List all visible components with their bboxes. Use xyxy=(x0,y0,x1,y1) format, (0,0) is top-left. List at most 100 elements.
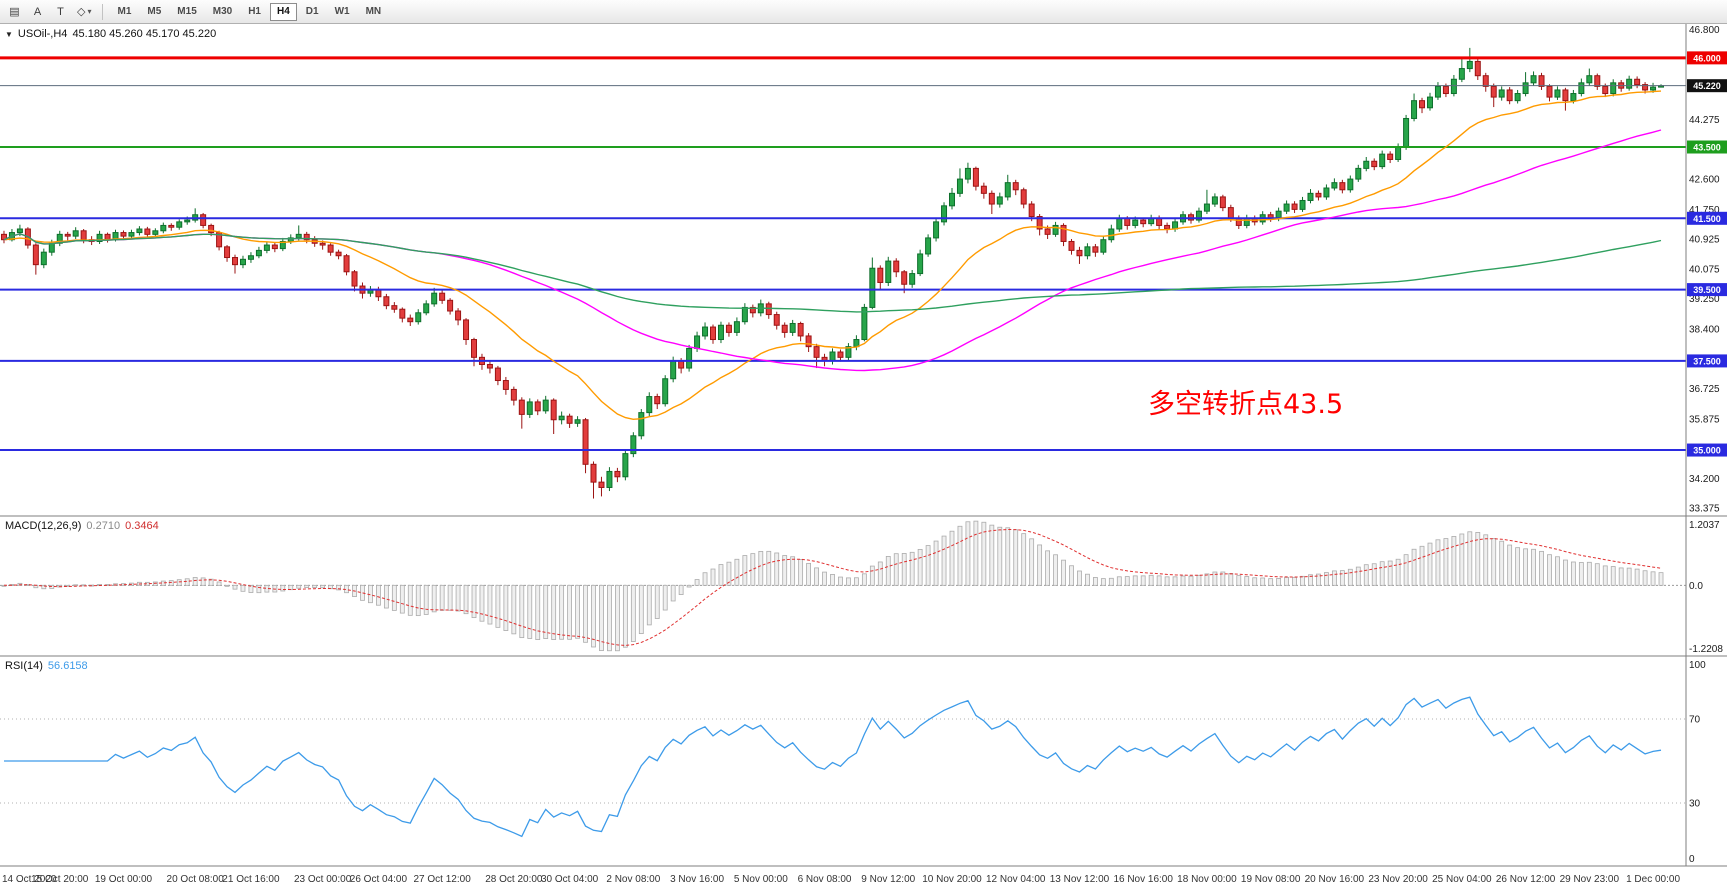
timeframe-m30-button[interactable]: M30 xyxy=(206,3,239,21)
candle-body xyxy=(1514,93,1521,102)
candle-body xyxy=(502,380,509,390)
candle-body xyxy=(1474,60,1481,77)
macd-bar xyxy=(1116,576,1122,586)
candle-body xyxy=(901,271,908,285)
candle-body xyxy=(717,324,724,341)
macd-bar xyxy=(1013,529,1019,586)
candle-body xyxy=(1403,117,1410,148)
candle-body xyxy=(383,296,390,307)
timeframe-m15-button[interactable]: M15 xyxy=(170,3,203,21)
axis-label: 19 Nov 08:00 xyxy=(1241,874,1301,885)
candle-body xyxy=(1211,196,1218,205)
macd-bar xyxy=(1061,559,1066,586)
candle-body xyxy=(1307,192,1314,201)
candle-body xyxy=(239,258,246,266)
candle-body xyxy=(224,246,231,259)
macd-bar xyxy=(1387,560,1393,586)
macd-bar xyxy=(830,574,835,586)
candle-body xyxy=(813,346,820,358)
candle-body xyxy=(566,415,573,424)
chart-canvas[interactable]: 46.80044.27543.45042.60041.75040.92540.0… xyxy=(0,24,1727,892)
macd-bar xyxy=(1204,573,1210,586)
macd-bar xyxy=(1021,533,1027,586)
text-tool-button[interactable]: T xyxy=(50,2,71,21)
macd-bar xyxy=(599,584,604,652)
price-badge: 41.500 xyxy=(1687,211,1727,225)
macd-bar xyxy=(216,581,222,586)
timeframe-h4-button[interactable]: H4 xyxy=(270,2,297,21)
expand-triangle-icon[interactable]: ▼ xyxy=(5,29,13,39)
axis-label: 45.220 xyxy=(1693,81,1721,91)
charts-list-icon[interactable]: ▤ xyxy=(4,2,25,21)
candle-body xyxy=(160,224,167,232)
macd-bar xyxy=(1618,567,1624,586)
candle-body xyxy=(1602,85,1609,95)
macd-bar xyxy=(1077,570,1082,586)
label-tool-button[interactable]: A xyxy=(27,2,48,21)
macd-bar xyxy=(256,584,262,594)
candle-body xyxy=(1650,86,1657,91)
candle-body xyxy=(351,271,358,287)
macd-bar xyxy=(1602,565,1608,586)
candle-body xyxy=(749,306,756,314)
macd-bar xyxy=(901,553,907,586)
macd-bar xyxy=(798,559,804,586)
timeframe-d1-button[interactable]: D1 xyxy=(299,3,326,21)
macd-label: MACD(12,26,9) 0.2710 0.3464 xyxy=(5,520,159,532)
axis-label: 27 Oct 12:00 xyxy=(414,874,472,885)
axis-label: 14 Oct 2020 xyxy=(2,874,57,885)
axis-label: 21 Oct 16:00 xyxy=(222,874,280,885)
candle-body xyxy=(1235,217,1242,226)
macd-histogram xyxy=(1,520,1664,652)
macd-bar xyxy=(965,521,971,586)
macd-bar xyxy=(65,584,71,587)
candle-body xyxy=(941,205,948,223)
timeframe-m1-button[interactable]: M1 xyxy=(110,3,138,21)
shapes-tool-button[interactable]: ◇ ▾ xyxy=(73,2,95,21)
macd-bar xyxy=(455,584,461,612)
axis-label: 39.250 xyxy=(1689,294,1720,305)
timeframe-w1-button[interactable]: W1 xyxy=(328,3,357,21)
macd-bar xyxy=(1547,554,1552,586)
candle-body xyxy=(885,260,892,283)
macd-bar xyxy=(591,584,596,648)
axis-label: 33.375 xyxy=(1689,503,1720,514)
candle-body xyxy=(861,306,868,341)
macd-bar xyxy=(630,584,636,642)
timeframe-m5-button[interactable]: M5 xyxy=(140,3,168,21)
macd-bar xyxy=(1124,576,1130,586)
dropdown-caret-icon: ▾ xyxy=(87,7,92,16)
price-badge: 43.500 xyxy=(1687,140,1727,154)
symbol-text: USOil-,H4 xyxy=(17,28,68,40)
macd-bar xyxy=(1475,532,1481,586)
macd-bar xyxy=(710,568,716,586)
candle-body xyxy=(877,267,884,283)
macd-bar xyxy=(1236,575,1242,586)
macd-bar xyxy=(877,561,883,586)
candle-body xyxy=(909,273,916,285)
macd-signal-value: 0.3464 xyxy=(125,520,159,532)
timeframe-mn-button[interactable]: MN xyxy=(359,3,389,21)
candle-body xyxy=(439,292,446,301)
timeframe-h1-button[interactable]: H1 xyxy=(241,3,268,21)
axis-label: 26 Nov 12:00 xyxy=(1496,874,1556,885)
axis-label: 30 xyxy=(1689,799,1701,810)
axis-label: 35.000 xyxy=(1693,446,1721,456)
candle-body xyxy=(1339,182,1346,191)
macd-bar xyxy=(383,584,389,609)
chart-annotation-text[interactable]: 多空转折点43.5 xyxy=(1148,389,1344,420)
shapes-icon: ◇ xyxy=(77,6,86,18)
price-badge: 35.000 xyxy=(1687,443,1727,457)
axis-label: 43.500 xyxy=(1693,143,1721,153)
macd-bar xyxy=(1570,561,1576,586)
candle-body xyxy=(423,303,430,314)
axis-label: 6 Nov 08:00 xyxy=(798,874,852,885)
macd-bar xyxy=(463,584,469,615)
macd-bar xyxy=(782,555,788,586)
candle-body xyxy=(232,257,239,266)
macd-bar xyxy=(487,584,493,625)
candle-body xyxy=(1506,89,1513,102)
macd-bar xyxy=(933,540,939,586)
candle-body xyxy=(200,214,207,226)
candle-body xyxy=(893,260,900,273)
